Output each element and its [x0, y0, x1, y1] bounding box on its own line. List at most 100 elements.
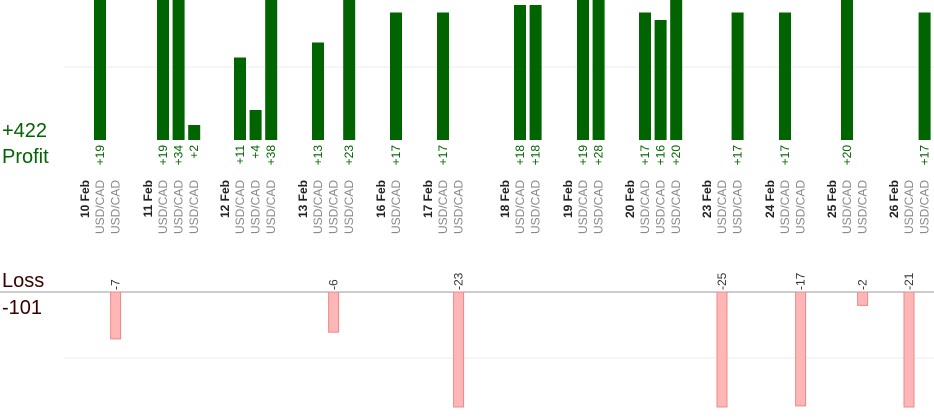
date-label: 26 Feb — [887, 180, 901, 218]
symbol-label: USD/CAD — [109, 180, 123, 234]
symbol-label: USD/CAD — [342, 180, 356, 234]
date-label: 11 Feb — [141, 180, 155, 217]
profit-bar — [94, 0, 106, 140]
symbol-label: USD/CAD — [436, 180, 450, 234]
loss-label: -21 — [902, 272, 916, 290]
date-label: 23 Feb — [700, 180, 714, 218]
symbol-label: USD/CAD — [249, 180, 263, 234]
date-label: 13 Feb — [296, 180, 310, 218]
date-label: 20 Feb — [623, 180, 637, 218]
profit-label: +13 — [311, 145, 325, 166]
profit-label: +19 — [156, 145, 170, 166]
profit-label: +28 — [592, 145, 606, 166]
symbol-label: USD/CAD — [731, 180, 745, 234]
loss-total: -101 — [2, 297, 42, 319]
loss-bar — [453, 291, 465, 408]
profit-label: +18 — [529, 145, 543, 166]
profit-bar — [529, 5, 542, 140]
loss-label: -6 — [327, 279, 341, 290]
date-label: 24 Feb — [763, 180, 777, 218]
loss-bar — [328, 291, 340, 333]
symbol-label: USD/CAD — [715, 180, 729, 234]
profit-bar — [577, 0, 589, 140]
loss-label: -7 — [109, 279, 123, 290]
profit-label: +19 — [576, 145, 590, 166]
symbol-label: USD/CAD — [389, 180, 403, 234]
loss-label: -17 — [794, 272, 808, 290]
profit-bar — [249, 110, 262, 140]
profit-bar — [437, 12, 449, 140]
profit-label: +20 — [840, 145, 854, 166]
symbol-label: USD/CAD — [156, 180, 170, 234]
symbol-label: USD/CAD — [902, 180, 916, 234]
symbol-label: USD/CAD — [233, 180, 247, 234]
profit-label: +17 — [731, 145, 745, 166]
date-label: 10 Feb — [78, 180, 92, 218]
profit-label: +34 — [172, 145, 186, 166]
symbol-label: USD/CAD — [638, 180, 652, 234]
date-label: 16 Feb — [374, 180, 388, 218]
symbol-label: USD/CAD — [513, 180, 527, 234]
profit-total: +422 — [2, 120, 47, 142]
profit-label: +17 — [918, 145, 932, 166]
symbol-label: USD/CAD — [93, 180, 107, 234]
profit-label: +16 — [654, 145, 668, 166]
profit-label: +19 — [93, 145, 107, 166]
profit-bar — [188, 125, 201, 140]
profit-bar — [654, 20, 667, 140]
loss-bar — [110, 291, 122, 340]
profit-label: +17 — [436, 145, 450, 166]
profit-bar — [592, 0, 605, 140]
symbol-label: USD/CAD — [654, 180, 668, 234]
loss-label: -2 — [856, 279, 870, 290]
symbol-label: USD/CAD — [840, 180, 854, 234]
profit-bar — [779, 12, 791, 140]
profit-bar — [841, 0, 853, 140]
profit-bar — [639, 12, 651, 140]
loss-bar — [795, 291, 807, 407]
date-label: 18 Feb — [498, 180, 512, 218]
loss-label: -23 — [452, 272, 466, 290]
profit-label: +17 — [389, 145, 403, 166]
date-label: 12 Feb — [218, 180, 232, 218]
loss-bar — [716, 291, 728, 408]
profit-bar — [172, 0, 185, 140]
symbol-label: USD/CAD — [311, 180, 325, 234]
profit-label: +4 — [249, 145, 263, 159]
profit-label: +2 — [187, 145, 201, 159]
loss-label: -25 — [715, 272, 729, 290]
symbol-label: USD/CAD — [529, 180, 543, 234]
profit-label: +20 — [669, 145, 683, 166]
profit-bar — [265, 0, 278, 140]
profit-label: +17 — [778, 145, 792, 166]
profit-label: +23 — [342, 145, 356, 166]
symbol-label: USD/CAD — [327, 180, 341, 234]
loss-label: Loss — [2, 270, 44, 292]
symbol-label: USD/CAD — [778, 180, 792, 234]
loss-bar — [857, 291, 869, 306]
symbol-label: USD/CAD — [452, 180, 466, 234]
symbol-label: USD/CAD — [918, 180, 932, 234]
profit-label: +11 — [233, 145, 247, 165]
profit-bar — [234, 57, 246, 140]
symbol-label: USD/CAD — [669, 180, 683, 234]
profit-label: +38 — [264, 145, 278, 166]
symbol-label: USD/CAD — [187, 180, 201, 234]
profit-bar — [390, 12, 402, 140]
profit-bar — [670, 0, 683, 140]
symbol-label: USD/CAD — [264, 180, 278, 234]
profit-label: Profit — [2, 146, 49, 168]
profit-bar — [731, 12, 744, 140]
symbol-label: USD/CAD — [592, 180, 606, 234]
profit-bar — [312, 42, 324, 140]
profit-label: +17 — [638, 145, 652, 166]
symbol-label: USD/CAD — [794, 180, 808, 234]
date-label: 17 Feb — [421, 180, 435, 218]
profit-bar — [918, 12, 931, 140]
profit-label: +18 — [513, 145, 527, 166]
profit-bar — [157, 0, 169, 140]
profit-bar — [343, 0, 356, 140]
symbol-label: USD/CAD — [172, 180, 186, 234]
loss-bar — [903, 291, 915, 408]
